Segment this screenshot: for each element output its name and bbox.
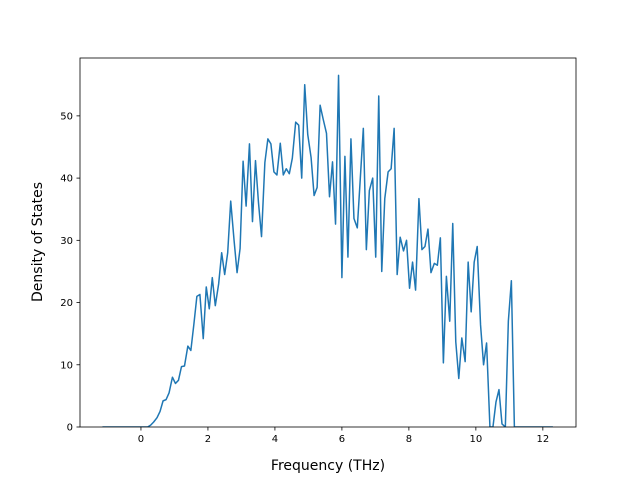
x-tick-label: 10 bbox=[469, 434, 482, 445]
y-tick-label: 0 bbox=[67, 423, 73, 434]
y-tick-label: 10 bbox=[60, 360, 73, 371]
data-line bbox=[102, 74, 553, 427]
y-tick-label: 50 bbox=[60, 111, 73, 122]
y-tick-label: 40 bbox=[60, 174, 73, 185]
y-axis-label: Density of States bbox=[30, 182, 46, 302]
x-tick-label: 12 bbox=[536, 434, 549, 445]
x-tick-label: 4 bbox=[272, 434, 278, 445]
x-tick-label: 0 bbox=[138, 434, 144, 445]
x-tick-label: 8 bbox=[406, 434, 412, 445]
x-tick-label: 6 bbox=[339, 434, 345, 445]
y-tick-label: 20 bbox=[60, 298, 73, 309]
y-tick-label: 30 bbox=[60, 236, 73, 247]
x-tick-label: 2 bbox=[205, 434, 211, 445]
x-axis-label: Frequency (THz) bbox=[271, 458, 385, 474]
plot-frame bbox=[79, 57, 577, 428]
